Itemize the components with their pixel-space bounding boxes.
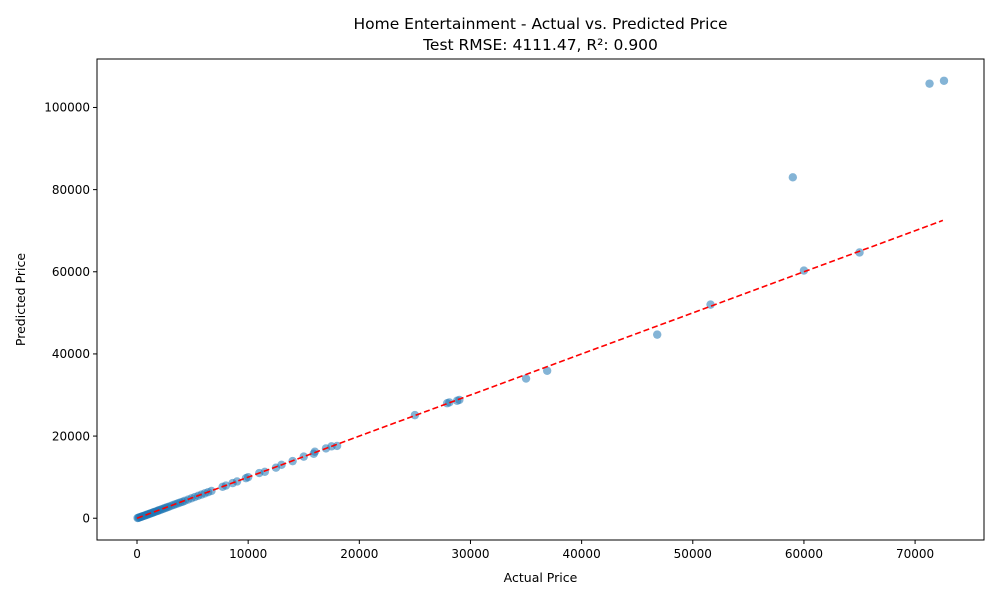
scatter-point <box>542 366 552 375</box>
y-tick-label: 20000 <box>52 429 90 443</box>
scatter-point <box>299 452 308 461</box>
x-tick-label: 70000 <box>896 547 934 561</box>
chart-subtitle: Test RMSE: 4111.47, R²: 0.900 <box>422 36 658 54</box>
x-tick-label: 60000 <box>785 547 823 561</box>
y-axis-label: Predicted Price <box>13 253 28 346</box>
scatter-points <box>133 76 949 523</box>
x-tick-label: 0 <box>133 547 141 561</box>
plot-content <box>133 76 949 523</box>
scatter-point <box>855 248 864 257</box>
scatter-point <box>706 300 715 309</box>
plot-area-frame <box>96 58 985 541</box>
chart-title: Home Entertainment - Actual vs. Predicte… <box>353 15 727 33</box>
x-tick-label: 40000 <box>563 547 601 561</box>
y-tick-label: 100000 <box>44 101 90 115</box>
x-tick-label: 20000 <box>340 547 378 561</box>
x-tick-label: 10000 <box>229 547 267 561</box>
y-tick-label: 80000 <box>52 183 90 197</box>
y-tick-label: 0 <box>82 511 90 525</box>
reference-line <box>136 219 944 519</box>
x-tick-label: 30000 <box>451 547 489 561</box>
scatter-point <box>232 477 242 486</box>
x-axis-label: Actual Price <box>504 570 578 585</box>
y-tick-label: 40000 <box>52 347 90 361</box>
scatter-point <box>788 173 798 182</box>
x-axis: 0 10000 20000 30000 40000 50000 60000 70000 <box>133 540 934 561</box>
x-tick-label: 50000 <box>674 547 712 561</box>
scatter-point <box>939 76 949 85</box>
scatter-point <box>925 79 934 88</box>
y-axis: 0 20000 40000 60000 80000 100000 <box>44 101 97 525</box>
scatter-point <box>332 441 342 451</box>
scatter-point <box>799 266 809 275</box>
scatter-point <box>521 374 531 383</box>
scatter-point <box>410 410 420 420</box>
y-tick-label: 60000 <box>52 265 90 279</box>
scatter-point <box>653 330 662 339</box>
scatter-point <box>207 486 216 496</box>
